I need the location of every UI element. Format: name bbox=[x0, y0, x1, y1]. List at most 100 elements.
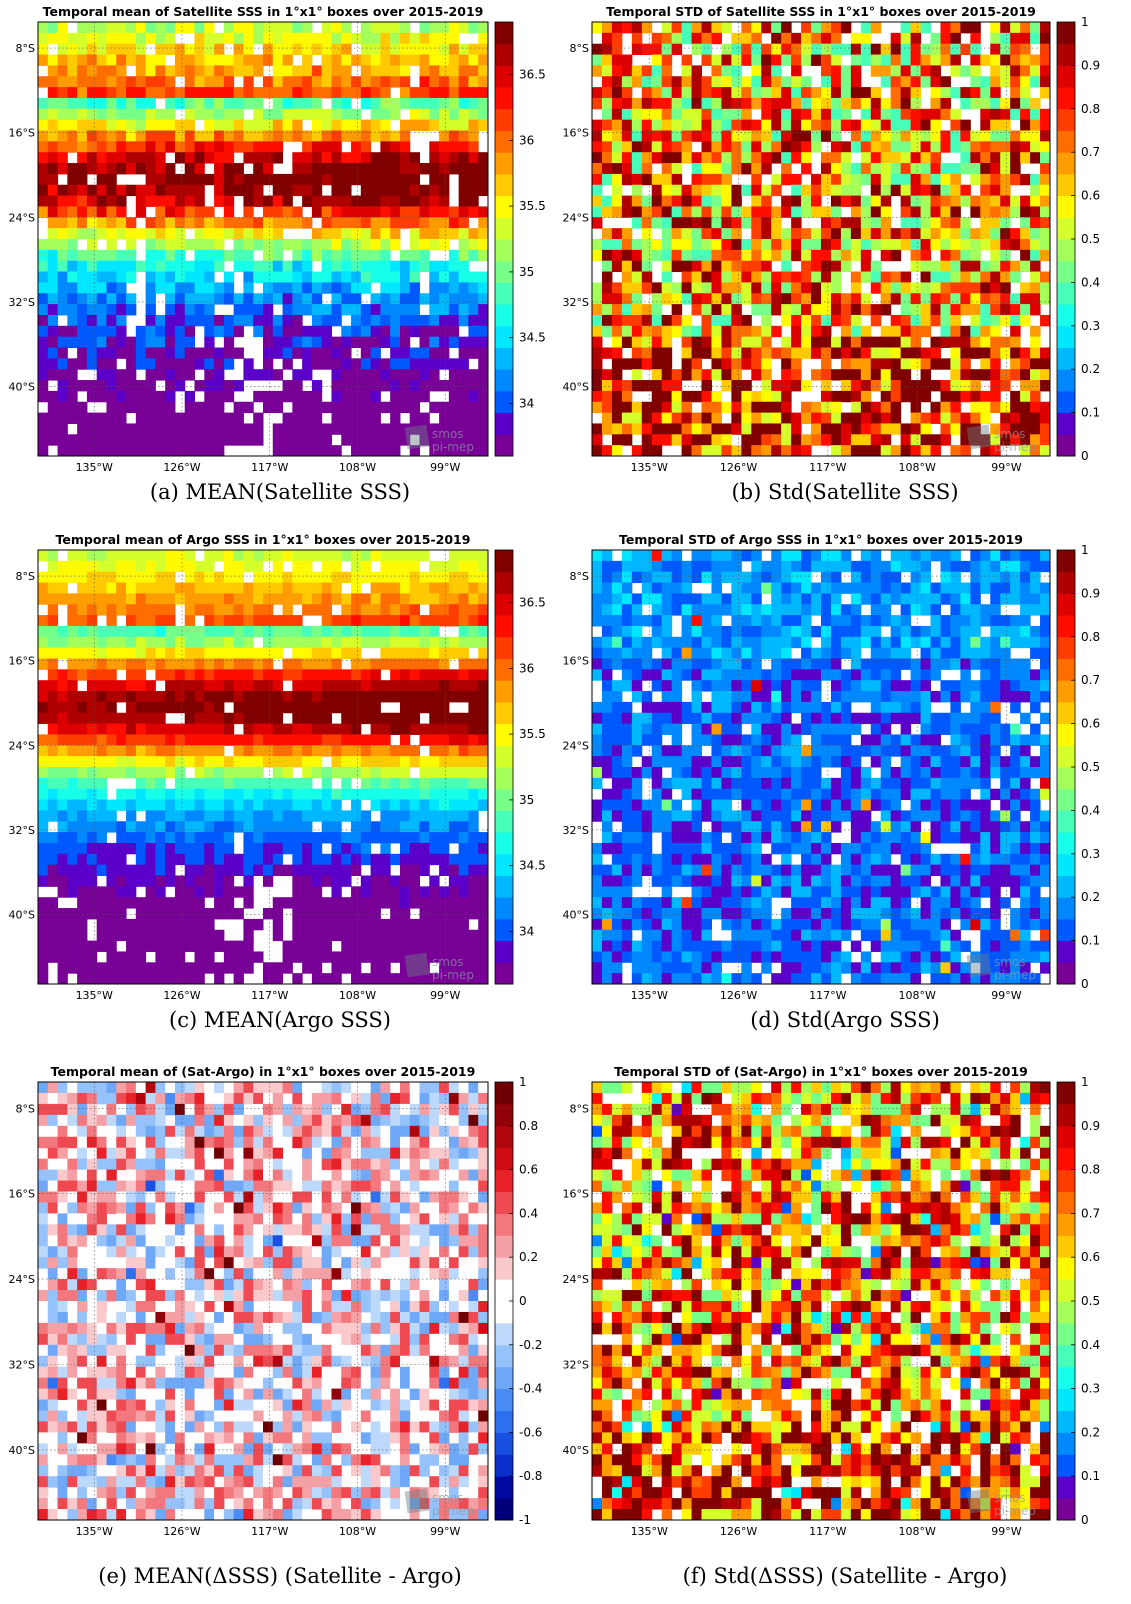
heatmap-cell bbox=[399, 217, 411, 229]
heatmap-cell bbox=[751, 412, 762, 424]
heatmap-cell bbox=[194, 810, 205, 822]
heatmap-cell bbox=[194, 777, 205, 790]
colorbar-segment bbox=[1057, 325, 1075, 348]
colorbar-tick-label: 34.5 bbox=[519, 331, 546, 345]
heatmap-cell bbox=[96, 97, 107, 110]
heatmap-cell bbox=[57, 282, 68, 294]
heatmap-cell bbox=[67, 712, 78, 725]
heatmap-cell bbox=[429, 293, 440, 305]
heatmap-cell bbox=[860, 141, 872, 153]
heatmap-cell bbox=[341, 130, 352, 142]
heatmap-cell bbox=[194, 163, 205, 175]
heatmap-cell bbox=[950, 32, 961, 45]
heatmap-cell bbox=[165, 282, 176, 294]
heatmap-cell bbox=[67, 304, 78, 316]
heatmap-cell bbox=[439, 962, 450, 974]
heatmap-cell bbox=[126, 550, 137, 562]
heatmap-cell bbox=[960, 282, 971, 294]
heatmap-cell bbox=[880, 108, 892, 121]
heatmap-cell bbox=[214, 604, 225, 616]
heatmap-cell bbox=[821, 271, 832, 283]
heatmap-cell bbox=[830, 206, 842, 218]
heatmap-cell bbox=[77, 832, 88, 844]
heatmap-cell bbox=[126, 304, 137, 316]
heatmap-cell bbox=[165, 832, 176, 844]
heatmap-cell bbox=[341, 390, 352, 403]
heatmap-cell bbox=[38, 908, 49, 920]
heatmap-cell bbox=[468, 325, 479, 338]
heatmap-cell bbox=[67, 97, 78, 110]
heatmap-cell bbox=[214, 701, 225, 714]
heatmap-cell bbox=[272, 734, 284, 746]
heatmap-cell bbox=[165, 260, 176, 273]
heatmap-cell bbox=[419, 734, 430, 746]
heatmap-cell bbox=[370, 152, 381, 164]
heatmap-cell bbox=[409, 206, 421, 218]
heatmap-cell bbox=[67, 412, 78, 424]
heatmap-cell bbox=[390, 908, 401, 920]
heatmap-cell bbox=[731, 358, 742, 370]
heatmap-cell bbox=[910, 228, 922, 240]
heatmap-cell bbox=[681, 97, 693, 110]
heatmap-cell bbox=[311, 799, 323, 811]
heatmap-cell bbox=[341, 571, 352, 584]
heatmap-cell bbox=[399, 864, 411, 876]
heatmap-cell bbox=[781, 445, 792, 457]
panel-a: Temporal mean of Satellite SSS in 1°x1° … bbox=[0, 0, 565, 520]
heatmap-cell bbox=[184, 669, 196, 681]
colorbar-segment bbox=[495, 369, 513, 392]
heatmap-cell bbox=[468, 380, 479, 392]
heatmap-cell bbox=[272, 108, 284, 121]
heatmap-cell bbox=[292, 206, 303, 218]
heatmap-cell bbox=[86, 249, 98, 262]
heatmap-cell bbox=[155, 390, 166, 403]
heatmap-cell bbox=[370, 723, 381, 735]
heatmap-cell bbox=[96, 560, 107, 573]
heatmap-cell bbox=[106, 691, 117, 703]
heatmap-cell bbox=[194, 108, 205, 121]
heatmap-cell bbox=[341, 22, 352, 34]
heatmap-cell bbox=[380, 756, 391, 768]
heatmap-cell bbox=[155, 336, 166, 348]
heatmap-cell bbox=[711, 206, 722, 218]
heatmap-cell bbox=[360, 680, 372, 692]
heatmap-cell bbox=[611, 249, 623, 262]
heatmap-cell bbox=[174, 701, 186, 714]
heatmap-cell bbox=[77, 76, 88, 88]
heatmap-cell bbox=[223, 217, 235, 229]
heatmap-cell bbox=[840, 97, 852, 110]
heatmap-cell bbox=[214, 54, 225, 66]
heatmap-cell bbox=[390, 184, 401, 197]
heatmap-cell bbox=[409, 788, 421, 801]
heatmap-cell bbox=[458, 195, 469, 207]
heatmap-cell bbox=[282, 87, 293, 99]
heatmap-cell bbox=[204, 206, 215, 218]
heatmap-cell bbox=[380, 647, 391, 659]
heatmap-cell bbox=[448, 32, 460, 45]
heatmap-cell bbox=[910, 380, 922, 392]
heatmap-cell bbox=[214, 434, 225, 446]
heatmap-cell bbox=[468, 560, 479, 573]
heatmap-cell bbox=[830, 271, 842, 283]
heatmap-cell bbox=[478, 380, 489, 392]
heatmap-cell bbox=[331, 951, 342, 963]
heatmap-cell bbox=[860, 32, 872, 45]
heatmap-cell bbox=[478, 347, 489, 359]
heatmap-cell bbox=[870, 217, 882, 229]
heatmap-cell bbox=[194, 658, 205, 670]
heatmap-cell bbox=[57, 249, 68, 262]
heatmap-cell bbox=[439, 412, 450, 424]
heatmap-cell bbox=[145, 734, 156, 746]
heatmap-cell bbox=[174, 832, 186, 844]
heatmap-cell bbox=[811, 32, 822, 45]
heatmap-cell bbox=[990, 163, 1001, 175]
heatmap-cell bbox=[116, 853, 127, 866]
heatmap-cell bbox=[701, 369, 712, 381]
heatmap-cell bbox=[47, 550, 59, 562]
heatmap-cell bbox=[761, 130, 772, 142]
heatmap-cell bbox=[801, 206, 812, 218]
heatmap-cell bbox=[155, 962, 166, 974]
heatmap-cell bbox=[351, 918, 362, 931]
heatmap-cell bbox=[321, 76, 332, 88]
heatmap-cell bbox=[380, 43, 391, 56]
